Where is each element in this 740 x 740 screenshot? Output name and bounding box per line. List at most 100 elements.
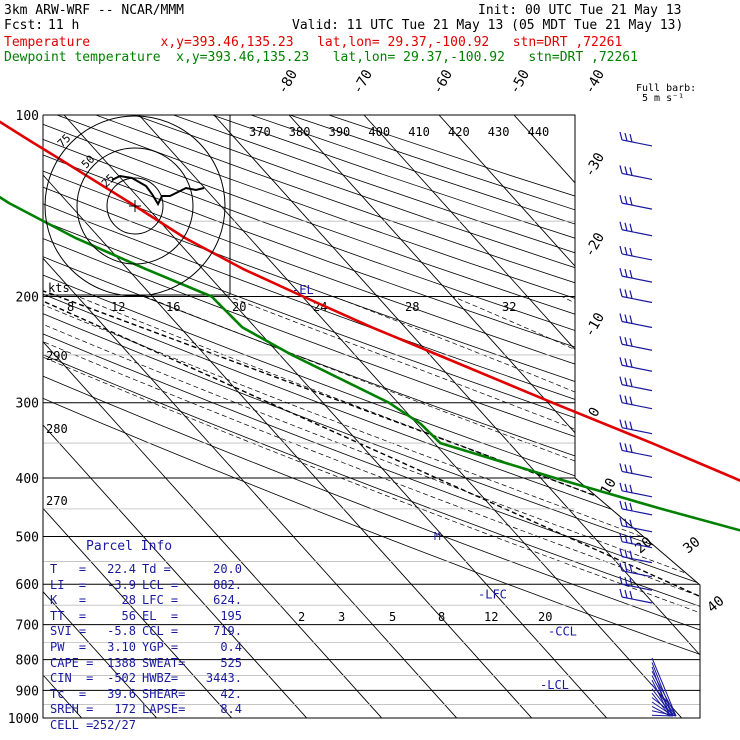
hodograph-ring: [76, 147, 194, 265]
isotherm-line: [288, 115, 700, 718]
wind-barb-staff: [651, 679, 671, 717]
theta-label: 440: [528, 125, 550, 139]
isotherm-line: [438, 115, 700, 718]
dry-adiabat: [43, 115, 700, 718]
parcel-info-v2: 195: [220, 608, 242, 623]
wind-barb-flag: [629, 502, 633, 512]
isotherm-label: 30: [680, 534, 703, 557]
mixing-ratio-label: 20: [538, 610, 552, 624]
wind-barb-flag: [629, 133, 633, 143]
clipped-grid: [43, 115, 700, 718]
isotherm-line: [138, 115, 694, 718]
isotherm-line: [43, 115, 544, 718]
mixing-ratio-label: 2: [298, 610, 305, 624]
parcel-info-v1: 39.6: [107, 686, 136, 701]
wind-barb-flag: [624, 518, 628, 527]
wind-barb-flag: [624, 589, 628, 599]
wind-barb-flag: [629, 519, 633, 528]
plot-frame: [42, 114, 701, 719]
wind-barb-staff: [651, 657, 677, 717]
wind-barb-flag: [629, 315, 633, 324]
theta-e-label: 280: [46, 422, 68, 436]
dry-adiabat: [43, 115, 700, 718]
dry-adiabat: [43, 115, 700, 718]
isotherm-line: [43, 115, 169, 718]
parcel-info-v1: 56: [121, 608, 136, 623]
parcel-info-row: T = 22.4 Td = 20.0: [50, 563, 242, 576]
parcel-info-k2: SHEAR=: [142, 686, 186, 701]
mixing-ratio-label: 8: [67, 300, 74, 314]
wind-barb-flag: [619, 313, 623, 322]
isotherm-line: [43, 115, 244, 718]
wind-barb-staff: [651, 684, 677, 717]
wind-barb-flag: [629, 223, 633, 232]
hodograph-ring-label: 50: [79, 153, 98, 172]
isotherm-line: [43, 115, 469, 718]
parcel-info-v2: 3443.: [205, 671, 242, 686]
isotherm-label: -60: [430, 67, 457, 97]
wind-barb-flag: [619, 419, 623, 428]
wind-barb-flag: [629, 444, 633, 453]
mixing-ratio-label: 20: [232, 300, 246, 314]
theta-label: 400: [368, 125, 390, 139]
parcel-info-k1: CAPE =: [50, 655, 94, 670]
dry-adiabat: [212, 115, 700, 718]
pressure-tick-label: 100: [16, 109, 39, 124]
dry-adiabat: [43, 115, 700, 718]
wind-barbs: [619, 131, 677, 717]
parcel-info-k1: T =: [50, 562, 87, 576]
dewpoint-line: [0, 195, 740, 532]
valid-time: Valid: 11 UTC Tue 21 May 13 (05 MDT Tue …: [292, 18, 684, 33]
dry-adiabat: [43, 115, 700, 718]
parcel-info-k2: LFC =: [142, 593, 179, 608]
wind-barb-flag: [624, 246, 628, 256]
wind-barb-flag: [624, 501, 628, 511]
parcel-info-k1: TT =: [50, 608, 87, 623]
wind-barb-flag: [629, 535, 633, 544]
parcel-info-row: SREH = 172 LAPSE= 8.4: [50, 703, 242, 716]
theta-label: 390: [329, 125, 351, 139]
dewpoint-legend: Dewpoint temperature x,y=393.46,135.23 l…: [4, 50, 638, 65]
wind-barb-flag: [619, 394, 623, 403]
isotherm-label: -70: [350, 67, 377, 97]
wind-barb-flag: [619, 131, 623, 141]
dry-adiabat: [43, 115, 700, 718]
model-title: 3km ARW-WRF -- NCAR/MMM: [4, 3, 185, 18]
wind-barb-flag: [619, 376, 623, 385]
parcel-info-k2: HWBZ=: [142, 671, 179, 686]
wind-barb-flag: [629, 550, 633, 559]
mixing-ratio-label: 5: [389, 610, 396, 624]
wind-barb-flag: [624, 166, 628, 175]
wind-barb-staff: [651, 670, 677, 717]
wind-barb-staff: [651, 714, 674, 717]
pressure-tick-label: 900: [16, 684, 39, 699]
hodograph-trace: [111, 174, 205, 207]
level-annotation: -CCL: [548, 625, 577, 639]
hodograph-units: kts: [48, 281, 70, 295]
wind-barb-flag: [619, 463, 623, 472]
moist-adiabat: [43, 296, 700, 718]
wind-barb-flag: [629, 465, 633, 474]
mixing-ratio-label: 32: [502, 300, 516, 314]
moist-adiabat: [144, 296, 700, 718]
parcel-info-k1: SVI =: [50, 624, 87, 639]
wind-barb-flag: [629, 378, 633, 387]
wind-barb-flag: [624, 337, 628, 346]
wind-barb-flag: [619, 562, 623, 571]
parcel-info-v1: -502: [107, 671, 136, 686]
isotherm-label: -50: [507, 67, 534, 97]
parcel-info-row: Tc = 39.6 SHEAR= 42.: [50, 686, 242, 701]
mixing-ratio-label: 8: [438, 610, 445, 624]
parcel-info-k1: CELL =: [50, 718, 94, 732]
parcel-info-k2: Td =: [142, 562, 171, 576]
dry-adiabat: [43, 115, 700, 718]
pressure-tick-label: 400: [16, 472, 39, 487]
wind-barb-flag: [624, 563, 628, 572]
wind-barb-flag: [624, 464, 628, 473]
parcel-info-k1: SREH =: [50, 702, 94, 717]
parcel-info-k2: LCL =: [142, 577, 179, 592]
hodograph-ring: [106, 177, 164, 235]
parcel-info-k2: CCL =: [142, 624, 179, 639]
wind-barb-staff: [651, 697, 677, 717]
isotherm-line: [63, 115, 619, 718]
